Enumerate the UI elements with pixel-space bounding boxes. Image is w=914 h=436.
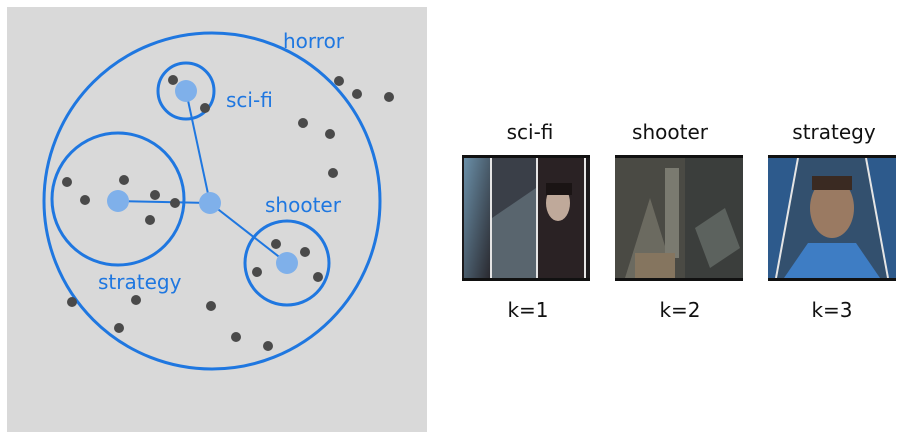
strategy-thumbnail-art [768,158,896,278]
data-point [352,89,362,99]
strategy-cluster-circle [50,131,186,267]
data-point [67,297,77,307]
data-point [271,239,281,249]
data-point [114,323,124,333]
strategy-thumbnail [768,155,896,281]
edge-strategy [117,200,211,204]
data-point [119,175,129,185]
strategy-label: strategy [98,270,182,294]
data-point [200,103,210,113]
shooter-cluster-circle [243,219,331,307]
shooter-centroid [276,252,298,274]
card-k-shooter: k=2 [659,298,701,322]
horror-cluster-circle [42,31,382,371]
strategy-centroid [107,190,129,212]
edge-shooter [209,202,288,264]
data-point [313,272,323,282]
shooter-thumbnail-art [615,158,743,278]
data-point [170,198,180,208]
data-point [131,295,141,305]
data-point [80,195,90,205]
data-point [300,247,310,257]
diagram-background [7,7,427,432]
horror-label: horror [283,29,345,53]
data-point [150,190,160,200]
scifi-thumbnail-art [462,158,590,278]
data-point [334,76,344,86]
data-point [252,267,262,277]
data-point [231,332,241,342]
data-point [325,129,335,139]
shooter-label: shooter [265,193,342,217]
card-k-scifi: k=1 [507,298,549,322]
root-centroid [199,192,221,214]
scifi-label: sci-fi [226,88,273,112]
data-point [62,177,72,187]
shooter-thumbnail [615,155,743,281]
data-points [62,75,394,351]
card-k-strategy: k=3 [811,298,853,322]
data-point [298,118,308,128]
edge-scifi [185,90,211,204]
data-point [168,75,178,85]
data-point [328,168,338,178]
data-point [206,301,216,311]
data-point [384,92,394,102]
card-title-scifi: sci-fi [506,120,554,144]
data-point [145,215,155,225]
scifi-centroid [175,80,197,102]
scifi-cluster-circle [156,61,216,121]
card-title-strategy: strategy [792,120,876,144]
card-title-shooter: shooter [632,120,708,144]
scifi-thumbnail [462,155,590,281]
data-point [263,341,273,351]
